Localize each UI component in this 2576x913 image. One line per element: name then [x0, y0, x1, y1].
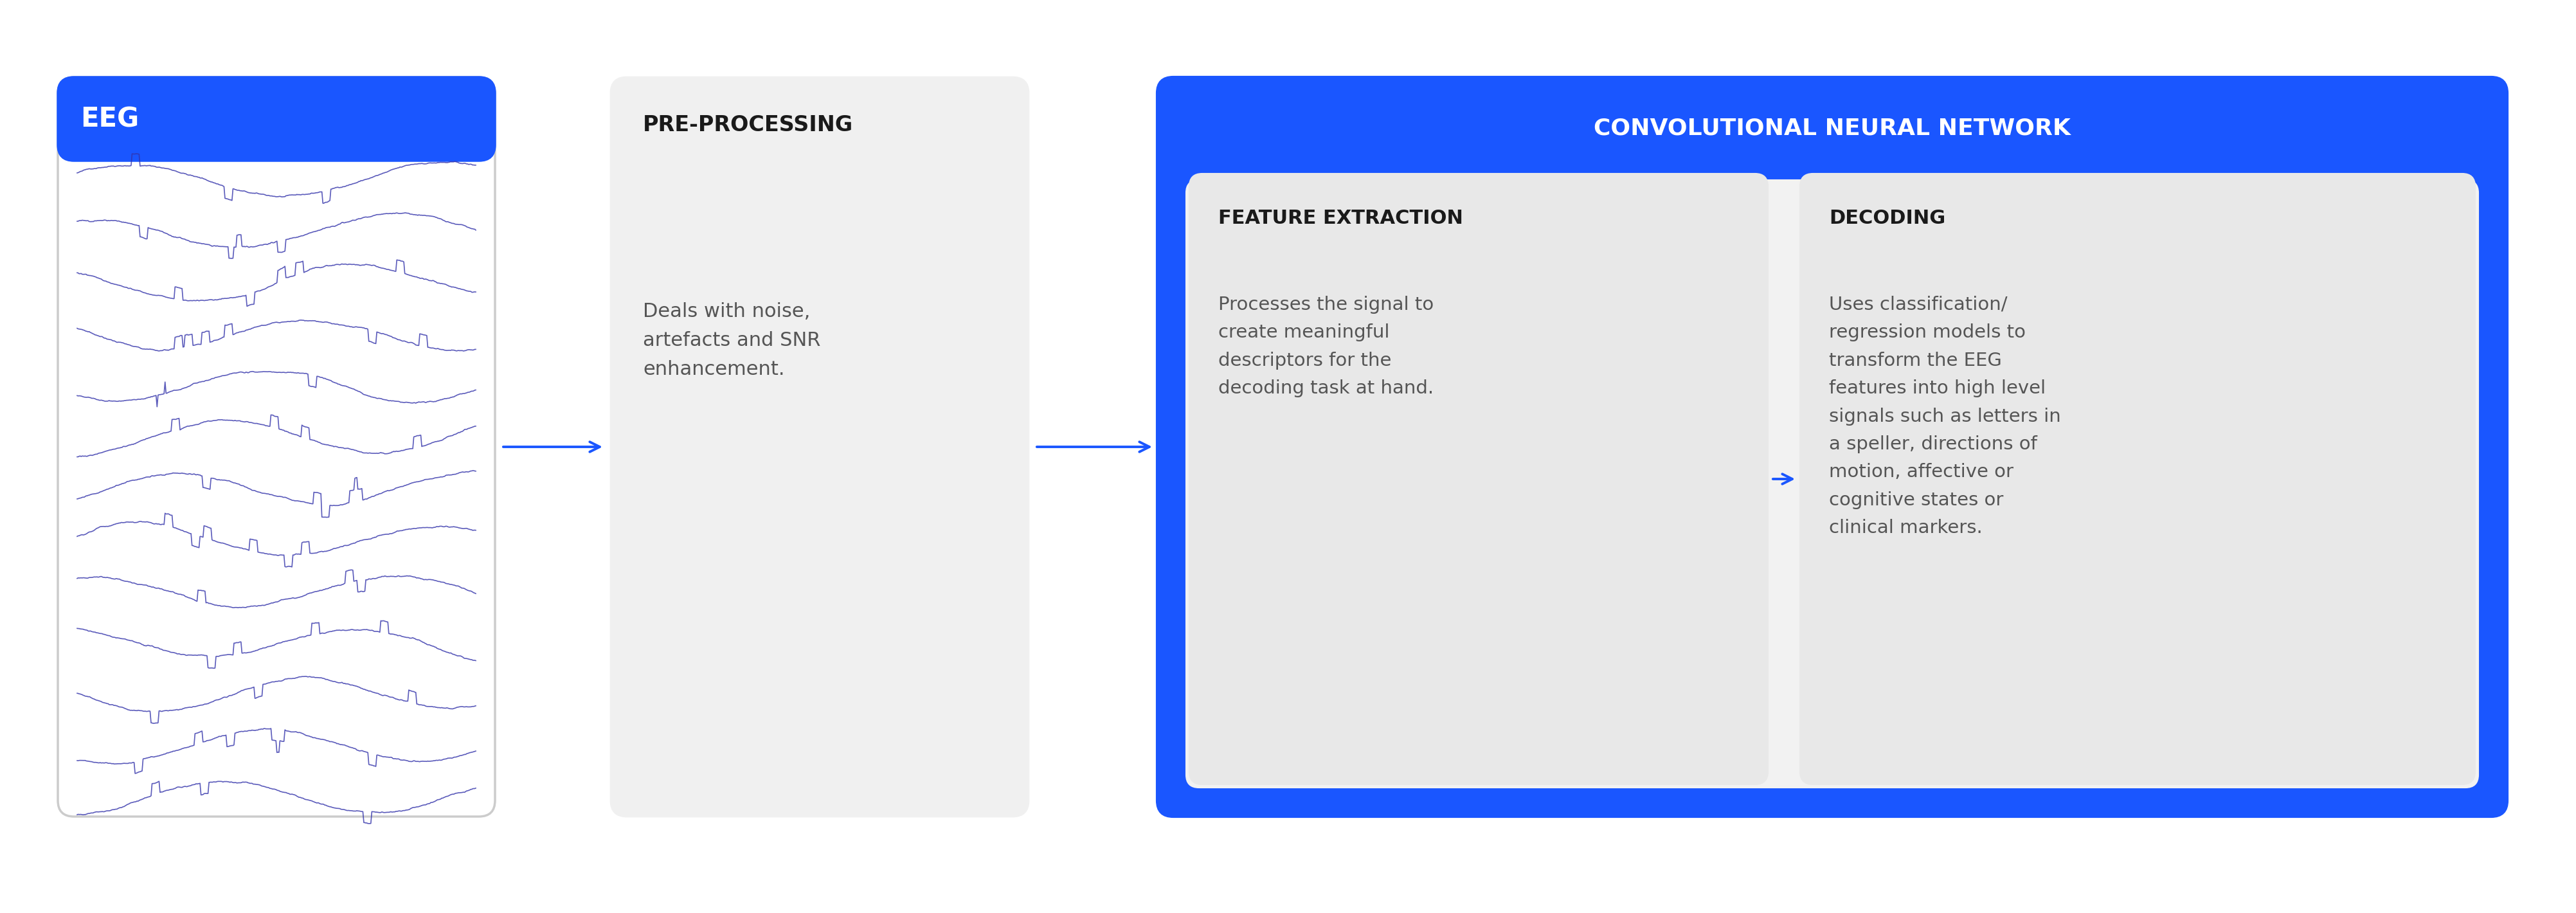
Text: PRE-PROCESSING: PRE-PROCESSING [644, 115, 853, 136]
FancyBboxPatch shape [1157, 78, 2506, 816]
FancyBboxPatch shape [1801, 173, 2476, 784]
Text: Uses classification/
regression models to
transform the EEG
features into high l: Uses classification/ regression models t… [1829, 296, 2061, 537]
Text: Deals with noise,
artefacts and SNR
enhancement.: Deals with noise, artefacts and SNR enha… [644, 302, 822, 379]
FancyBboxPatch shape [1190, 173, 1767, 784]
FancyBboxPatch shape [1185, 180, 2478, 788]
Text: CONVOLUTIONAL NEURAL NETWORK: CONVOLUTIONAL NEURAL NETWORK [1595, 118, 2071, 140]
Text: DECODING: DECODING [1829, 209, 1945, 228]
FancyBboxPatch shape [611, 78, 1028, 816]
FancyBboxPatch shape [57, 78, 495, 816]
Text: FEATURE EXTRACTION: FEATURE EXTRACTION [1218, 209, 1463, 228]
Text: EEG: EEG [80, 105, 139, 132]
Text: Processes the signal to
create meaningful
descriptors for the
decoding task at h: Processes the signal to create meaningfu… [1218, 296, 1435, 397]
FancyBboxPatch shape [57, 78, 495, 161]
